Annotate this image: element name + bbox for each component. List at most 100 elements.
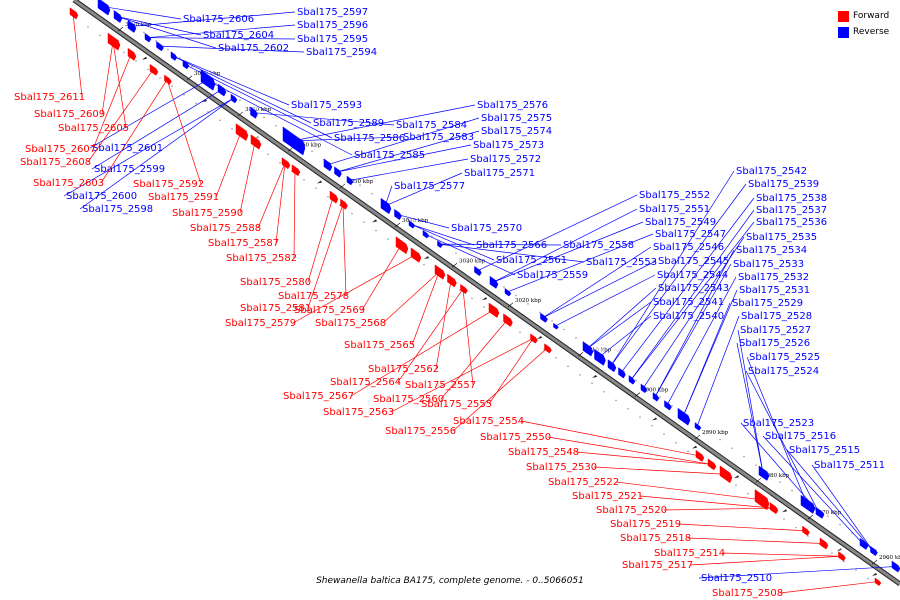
gene-highlight — [114, 7, 123, 15]
reverse-gene-label: Sbal175_2586 — [334, 133, 405, 144]
track-dot — [471, 297, 473, 300]
reverse-gene-label: Sbal175_2527 — [740, 325, 811, 336]
reverse-gene-leader — [666, 276, 737, 406]
feature-mark — [424, 256, 429, 260]
forward-gene-leader — [575, 451, 712, 465]
track-dot — [147, 68, 149, 71]
reverse-gene-leader — [610, 170, 735, 366]
kbp-tick-mark — [807, 514, 814, 520]
gene-highlight — [145, 30, 152, 37]
reverse-gene-label: Sbal175_2598 — [82, 204, 153, 215]
feature-mark — [482, 297, 487, 301]
reverse-gene-leader — [130, 11, 296, 27]
reverse-gene-leader — [410, 223, 495, 261]
track-dot — [791, 489, 793, 492]
forward-gene-leader — [101, 41, 114, 115]
gene-highlight — [128, 45, 137, 53]
forward-gene-leader — [350, 309, 494, 397]
gene-highlight — [460, 281, 469, 288]
gene-highlight — [282, 154, 291, 162]
reverse-gene-label: Sbal175_2597 — [297, 7, 368, 18]
forward-gene-label: Sbal175_2607 — [25, 144, 96, 155]
kbp-tick-mark — [577, 352, 584, 357]
forward-gene-arrow — [291, 164, 301, 177]
track-dot — [831, 552, 833, 554]
forward-gene-leader — [361, 244, 402, 311]
track-dot — [575, 337, 577, 339]
reverse-gene-label: Sbal175_2511 — [814, 460, 885, 471]
gene-highlight — [409, 217, 416, 224]
track-dot — [839, 523, 841, 526]
reverse-gene-leader — [696, 315, 740, 427]
kbp-tick-mark — [871, 559, 878, 565]
track-dot — [591, 382, 593, 385]
reverse-gene-label: Sbal175_2535 — [746, 232, 817, 243]
gene-highlight — [892, 557, 900, 566]
track-dot — [887, 557, 889, 560]
track-dot — [563, 328, 565, 331]
track-dot — [351, 212, 353, 215]
forward-gene-label: Sbal175_2582 — [226, 253, 297, 264]
reverse-gene-label: Sbal175_2606 — [183, 14, 254, 25]
reverse-gene-label: Sbal175_2585 — [354, 150, 425, 161]
track-dot — [455, 252, 457, 254]
reverse-gene-label: Sbal175_2524 — [748, 366, 819, 377]
reverse-gene-label: Sbal175_2546 — [653, 242, 724, 253]
feature-mark — [202, 99, 207, 103]
track-dot — [579, 374, 581, 376]
reverse-gene-label: Sbal175_2571 — [464, 168, 535, 179]
legend-item-reverse: Reverse — [838, 24, 889, 40]
forward-gene-arrow — [250, 134, 262, 150]
reverse-gene-label: Sbal175_2570 — [451, 223, 522, 234]
gene-highlight — [447, 271, 458, 279]
track-dot — [359, 184, 361, 186]
forward-gene-label: Sbal175_2519 — [610, 519, 681, 530]
reverse-gene-label: Sbal175_2566 — [476, 240, 547, 251]
kbp-tick-label: 3040 kbp — [402, 218, 429, 224]
reverse-gene-leader — [252, 112, 395, 126]
track-dot — [615, 399, 617, 402]
gene-highlight — [324, 155, 333, 163]
gene-highlight — [755, 486, 770, 498]
forward-gene-label: Sbal175_2555 — [421, 399, 492, 410]
forward-swatch — [838, 10, 849, 22]
forward-gene-label: Sbal175_2548 — [508, 447, 579, 458]
forward-gene-leader — [547, 436, 712, 465]
reverse-gene-arrow — [594, 348, 606, 366]
reverse-gene-label: Sbal175_2602 — [218, 43, 289, 54]
track-dot — [183, 94, 185, 96]
track-dot — [707, 430, 709, 432]
gene-highlight — [250, 103, 259, 111]
forward-gene-leader — [72, 13, 83, 98]
reverse-gene-label: Sbal175_2577 — [394, 181, 465, 192]
genome-backbone — [73, 0, 900, 586]
gene-highlight — [816, 504, 825, 512]
gene-highlight — [236, 120, 249, 131]
reverse-gene-label: Sbal175_2593 — [291, 100, 362, 111]
reverse-gene-leader — [698, 566, 896, 579]
track-dot — [731, 447, 733, 449]
kbp-tick-label: 2960 kbp — [879, 555, 900, 561]
kbp-tick-label: 3090 kbp — [125, 22, 152, 28]
forward-gene-label: Sbal175_2530 — [526, 462, 597, 473]
forward-gene-leader — [677, 523, 806, 532]
gene-highlight — [802, 523, 811, 530]
forward-gene-label: Sbal175_2556 — [385, 426, 456, 437]
track-dot — [515, 294, 517, 297]
reverse-gene-leader — [292, 136, 402, 142]
track-dot — [171, 85, 173, 88]
gene-highlight — [394, 206, 403, 213]
track-dot — [311, 150, 313, 153]
gene-highlight — [770, 499, 779, 507]
reverse-swatch — [838, 26, 849, 38]
track-dot — [407, 218, 409, 220]
forward-gene-arrow — [707, 458, 717, 471]
forward-gene-leader — [397, 288, 464, 383]
reverse-gene-label: Sbal175_2532 — [738, 272, 809, 283]
reverse-gene-label: Sbal175_2544 — [657, 270, 728, 281]
track-dot — [639, 416, 641, 419]
forward-gene-label: Sbal175_2587 — [208, 238, 279, 249]
forward-gene-leader — [687, 537, 824, 544]
forward-gene-label: Sbal175_2581 — [240, 303, 311, 314]
forward-gene-label: Sbal175_2580 — [240, 277, 311, 288]
